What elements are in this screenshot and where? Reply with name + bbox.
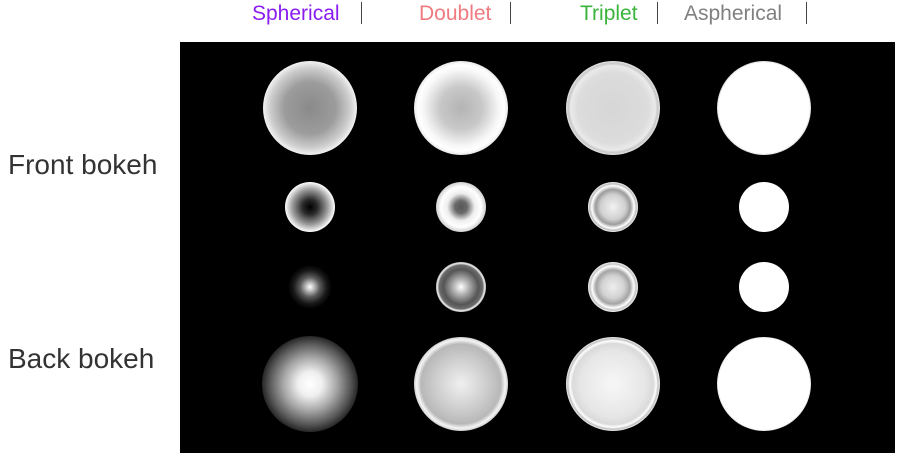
- bokeh-front-small-aspherical: [739, 182, 789, 232]
- row-label-back-bokeh: Back bokeh: [8, 343, 155, 374]
- column-header-triplet: Triplet: [580, 2, 638, 25]
- bokeh-front-small-triplet: [588, 182, 638, 232]
- column-header-aspherical: Aspherical: [684, 2, 783, 25]
- bokeh-front-small-spherical: [285, 182, 335, 232]
- bokeh-back-small-doublet: [436, 262, 486, 312]
- column-separator: [510, 2, 511, 24]
- bokeh-front-large-triplet: [566, 61, 660, 155]
- column-separator: [361, 2, 362, 24]
- bokeh-front-large-doublet: [414, 61, 508, 155]
- bokeh-back-large-aspherical: [717, 337, 811, 431]
- bokeh-back-large-triplet: [566, 337, 660, 431]
- bokeh-front-large-aspherical: [717, 61, 811, 155]
- bokeh-front-large-spherical: [263, 61, 357, 155]
- bokeh-panel: [180, 42, 895, 453]
- bokeh-back-small-triplet: [588, 262, 638, 312]
- bokeh-back-large-spherical: [262, 336, 358, 432]
- row-label-front-bokeh: Front bokeh: [8, 149, 158, 180]
- bokeh-front-small-doublet: [436, 182, 486, 232]
- column-separator: [657, 2, 658, 24]
- column-header-spherical: Spherical: [252, 2, 340, 25]
- bokeh-back-small-spherical: [288, 265, 332, 309]
- column-header-doublet: Doublet: [419, 2, 492, 25]
- bokeh-back-small-aspherical: [739, 262, 789, 312]
- column-separator: [806, 2, 807, 24]
- bokeh-back-large-doublet: [414, 337, 508, 431]
